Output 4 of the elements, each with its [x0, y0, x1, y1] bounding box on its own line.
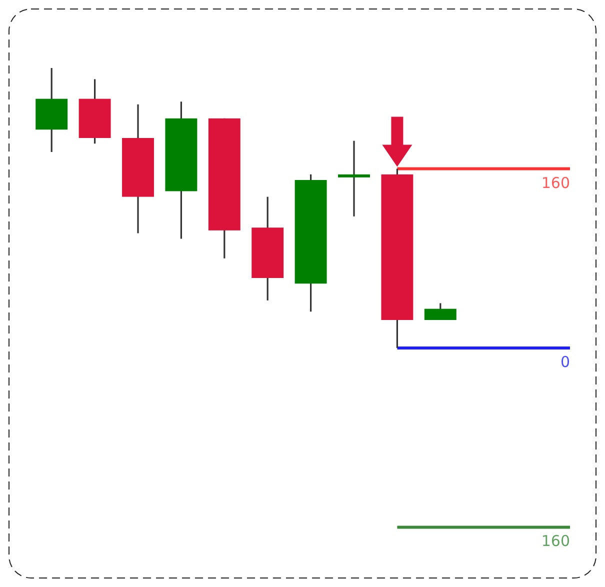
candlestick [338, 140, 370, 218]
text: 160 [541, 174, 570, 192]
text: 0 [560, 353, 570, 371]
text: 160 [541, 532, 570, 550]
